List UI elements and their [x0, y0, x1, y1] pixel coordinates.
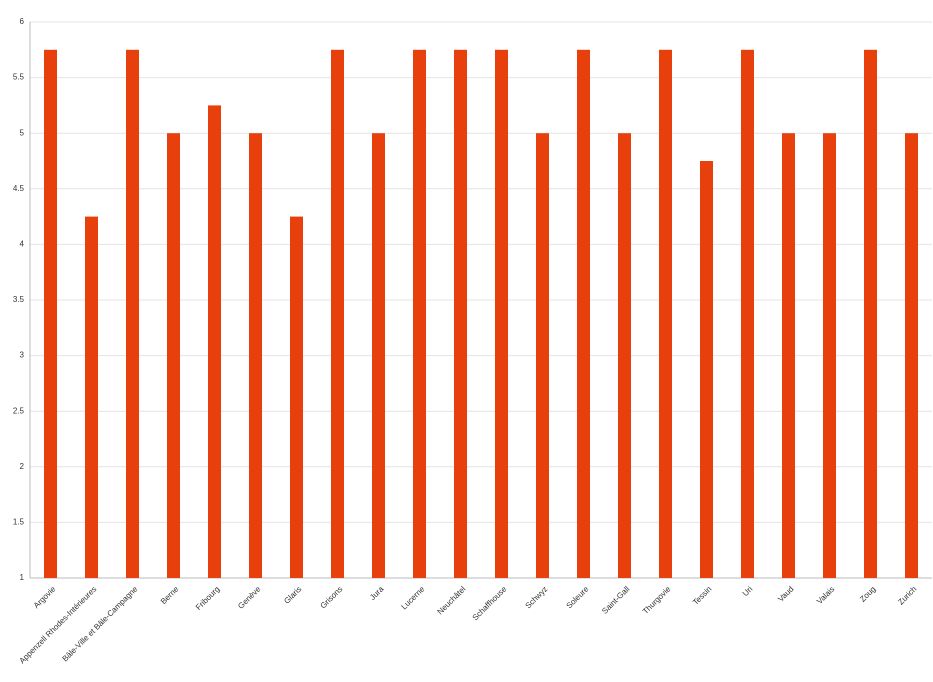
bar [85, 216, 98, 578]
y-tick-label: 2 [20, 462, 25, 471]
x-tick-label: Tessin [691, 585, 713, 607]
x-tick-label: Fribourg [194, 585, 221, 612]
bar [864, 49, 877, 579]
x-tick-label: Grisons [319, 585, 345, 611]
y-tick-label: 6 [20, 17, 25, 26]
y-tick-label: 5 [20, 128, 25, 137]
bar [331, 49, 344, 579]
bar [659, 49, 672, 579]
bar [782, 133, 795, 578]
x-tick-label: Vaud [776, 585, 795, 604]
x-tick-label: Valais [815, 585, 836, 606]
bar [249, 133, 262, 578]
x-tick-label: Argovie [32, 584, 58, 610]
x-tick-label: Thurgovie [641, 584, 673, 616]
y-tick-label: 3.5 [13, 295, 25, 304]
bar [495, 49, 508, 579]
x-tick-label: Appenzell Rhodes-Intérieures [18, 585, 99, 666]
bar [577, 49, 590, 579]
y-tick-label: 3 [20, 351, 25, 360]
x-tick-label: Genève [236, 584, 263, 611]
y-tick-label: 4.5 [13, 184, 25, 193]
bar [823, 133, 836, 578]
x-tick-label: Zurich [896, 585, 918, 607]
y-tick-label: 4 [20, 240, 25, 249]
x-tick-label: Lucerne [400, 584, 427, 611]
bar [44, 49, 57, 579]
x-tick-label: Jura [368, 584, 386, 602]
y-tick-label: 5.5 [13, 73, 25, 82]
x-tick-label: Saint-Gall [600, 584, 631, 615]
bar [290, 216, 303, 578]
bar [536, 133, 549, 578]
bar [454, 49, 467, 579]
bar [700, 161, 713, 578]
x-tick-label: Glaris [282, 585, 303, 606]
x-tick-label: Schwyz [524, 585, 550, 611]
y-tick-label: 1.5 [13, 518, 25, 527]
x-tick-label: Neuchâtel [436, 584, 468, 616]
x-tick-label: Schaffhouse [471, 584, 509, 622]
bar [741, 49, 754, 579]
bar [167, 133, 180, 578]
bar [618, 133, 631, 578]
x-tick-label: Bâle-Ville et Bâle-Campagne [61, 584, 140, 663]
y-tick-label: 1 [20, 573, 25, 582]
x-tick-label: Soleure [565, 584, 591, 610]
x-tick-label: Uri [741, 584, 755, 598]
y-tick-label: 2.5 [13, 406, 25, 415]
bar [413, 49, 426, 579]
bar [372, 133, 385, 578]
bar [208, 105, 221, 579]
x-tick-label: Berne [159, 584, 181, 606]
x-tick-label: Zoug [858, 585, 877, 604]
bar [126, 49, 139, 579]
bar [905, 133, 918, 578]
